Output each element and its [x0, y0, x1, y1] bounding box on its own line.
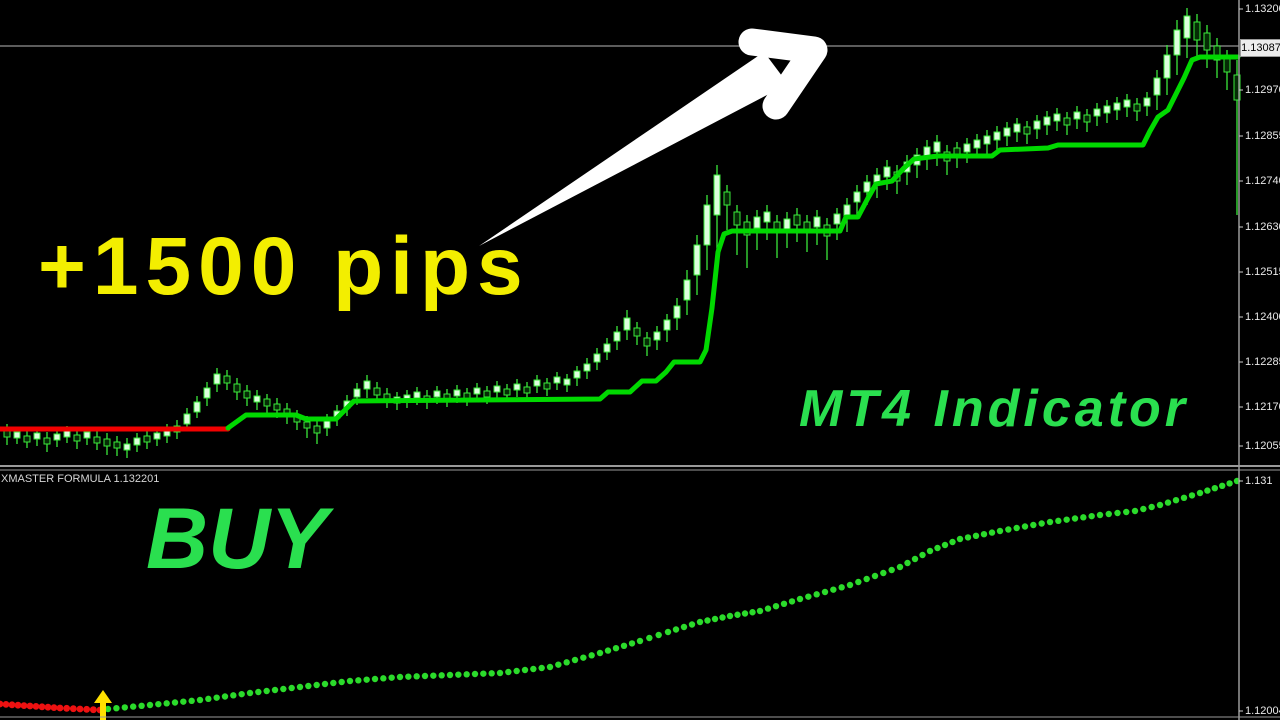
axis-price-label: 1.12515 [1245, 266, 1280, 278]
indicator-name-label: XMASTER FORMULA 1.132201 [1, 473, 160, 485]
axis-price-label: 1.131 [1245, 475, 1273, 487]
axis-price-label: 1.12400 [1245, 311, 1280, 323]
axis-price-label: 1.12055 [1245, 440, 1280, 452]
indicator-buy-line [225, 54, 1241, 431]
price-axis-ticks[interactable] [1238, 0, 1243, 720]
xmaster-dotted-line [0, 477, 1241, 714]
pips-caption: +1500 pips [38, 221, 530, 312]
axis-price-label: 1.13200 [1245, 3, 1280, 15]
current-price-tag: 1.13087 [1240, 39, 1280, 57]
axis-price-label: 1.12855 [1245, 130, 1280, 142]
axis-price-label: 1.120043 [1245, 705, 1280, 717]
panel-separators [0, 465, 1280, 718]
axis-price-label: 1.12970 [1245, 84, 1280, 96]
axis-price-label: 1.12285 [1245, 356, 1280, 368]
mt4-indicator-caption: MT4 Indicator [799, 380, 1190, 438]
buy-caption: BUY [146, 491, 328, 587]
up-trend-arrow-icon [479, 28, 828, 246]
buy-signal-arrow-icon [94, 690, 112, 720]
axis-price-label: 1.12630 [1245, 221, 1280, 233]
axis-price-label: 1.12740 [1245, 175, 1280, 187]
axis-price-label: 1.12170 [1245, 401, 1280, 413]
